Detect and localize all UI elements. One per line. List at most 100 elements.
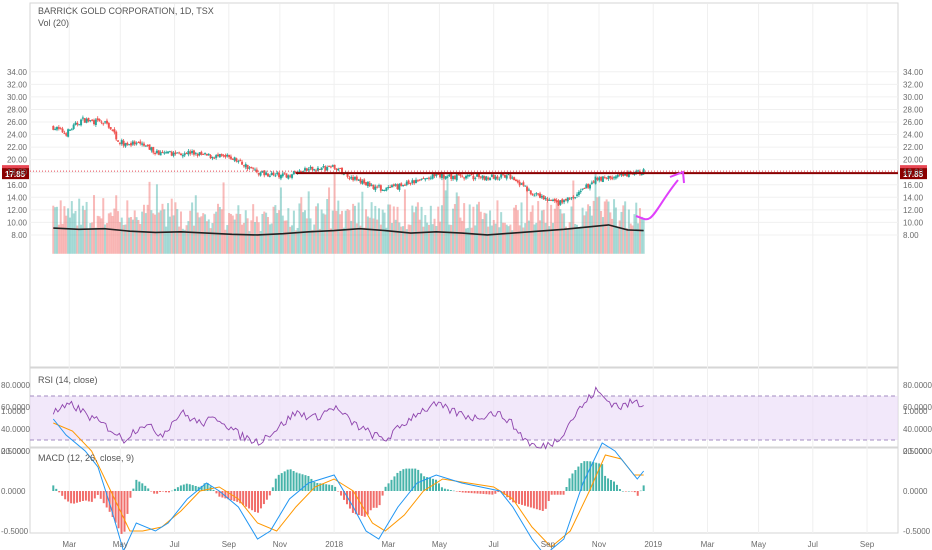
candle-body <box>474 177 477 179</box>
volume-bar <box>611 218 614 254</box>
macd-histogram-bar <box>586 461 589 491</box>
volume-bar <box>261 213 264 254</box>
volume-bar <box>626 228 629 254</box>
macd-histogram-bar <box>96 491 99 495</box>
x-tick-label: Mar <box>381 540 395 549</box>
macd-histogram-bar <box>141 483 144 491</box>
macd-histogram-bar <box>262 491 265 505</box>
volume-bar <box>513 207 516 254</box>
candle-body <box>470 173 473 175</box>
macd-histogram-bar <box>473 491 476 494</box>
candle-body <box>398 183 401 191</box>
candle-body <box>503 174 506 178</box>
macd-histogram-bar <box>271 487 274 491</box>
macd-histogram-bar <box>159 491 162 492</box>
candle-body <box>535 193 538 195</box>
candle-body <box>57 127 60 129</box>
candle-body <box>498 178 501 180</box>
volume-bar <box>294 230 297 254</box>
y-tick-label-left: 28.00 <box>7 105 28 114</box>
volume-bar <box>135 217 138 254</box>
candle-body <box>376 186 379 188</box>
volume-legend: Vol (20) <box>38 18 69 28</box>
volume-bar <box>355 223 358 254</box>
candle-body <box>481 175 484 179</box>
macd-histogram-bar <box>568 478 571 491</box>
candle-body <box>283 172 286 174</box>
candle-body <box>361 180 364 184</box>
candle-body <box>618 174 621 176</box>
volume-bar <box>494 223 497 254</box>
candle-body <box>402 184 405 186</box>
candle-body <box>289 175 292 177</box>
candle-body <box>124 143 127 147</box>
y-tick-label-right: 8.00 <box>903 231 919 240</box>
volume-bars <box>52 172 645 254</box>
volume-bar <box>487 226 490 254</box>
candle-body <box>490 174 493 177</box>
macd-histogram-bar <box>230 491 233 501</box>
volume-bar <box>496 200 499 254</box>
macd-histogram-bar <box>111 491 114 517</box>
candle-body <box>348 177 351 179</box>
candle-body <box>55 127 58 130</box>
candle-body <box>333 164 336 169</box>
candle-body <box>294 171 297 174</box>
candle-body <box>370 184 373 186</box>
macd-histogram-bar <box>589 461 592 491</box>
macd-histogram-bar <box>396 472 399 491</box>
candle-body <box>577 191 580 195</box>
candle-body <box>548 199 551 201</box>
macd-histogram-bar <box>615 484 618 491</box>
rsi-indicator <box>30 386 898 450</box>
candle-body <box>583 187 586 189</box>
volume-bar <box>89 223 92 254</box>
volume-bar <box>405 229 408 254</box>
macd-histogram-bar <box>194 485 197 491</box>
macd-histogram-bar <box>642 485 645 491</box>
macd-histogram-bar <box>144 485 147 491</box>
candle-body <box>489 177 492 181</box>
volume-bar <box>161 203 164 254</box>
volume-bar <box>526 189 529 254</box>
volume-bar <box>503 222 506 254</box>
candle-body <box>239 159 242 161</box>
candle-body <box>70 129 73 131</box>
candle-body <box>172 152 175 156</box>
macd-panel <box>29 447 899 534</box>
candle-body <box>183 153 186 156</box>
candle-body <box>161 151 164 153</box>
x-tick-label: 2018 <box>325 540 343 549</box>
candle-body <box>281 173 284 177</box>
candle-body <box>259 172 262 176</box>
arrow-head <box>669 170 685 184</box>
volume-bar <box>407 224 410 254</box>
candle-body <box>607 175 610 179</box>
macd-histogram-bar <box>455 491 458 492</box>
candle-body <box>526 186 529 191</box>
candle-body <box>100 121 103 123</box>
volume-bar <box>389 204 392 254</box>
volume-bar <box>557 200 560 254</box>
candle-body <box>98 119 101 122</box>
volume-bar <box>563 213 566 254</box>
macd-histogram-bar <box>348 491 351 509</box>
macd-histogram-bar <box>340 491 343 496</box>
candle-body <box>52 125 55 130</box>
x-tick-label: Nov <box>592 540 606 549</box>
candle-body <box>513 177 516 181</box>
macd-histogram-bar <box>87 491 90 502</box>
candle-body <box>74 122 77 125</box>
level-price-label-right: 17.85 <box>903 170 924 179</box>
candle-body <box>187 150 190 155</box>
candle-body <box>270 172 273 176</box>
volume-bar <box>254 222 257 254</box>
volume-bar <box>185 225 188 254</box>
rsi-tick-left: 60.0000 <box>1 403 30 412</box>
candle-body <box>518 181 521 186</box>
candle-body <box>511 177 514 179</box>
volume-bar <box>590 215 593 254</box>
volume-bar <box>241 224 244 254</box>
volume-bar <box>115 195 118 254</box>
y-tick-label-right: 24.00 <box>903 131 924 140</box>
